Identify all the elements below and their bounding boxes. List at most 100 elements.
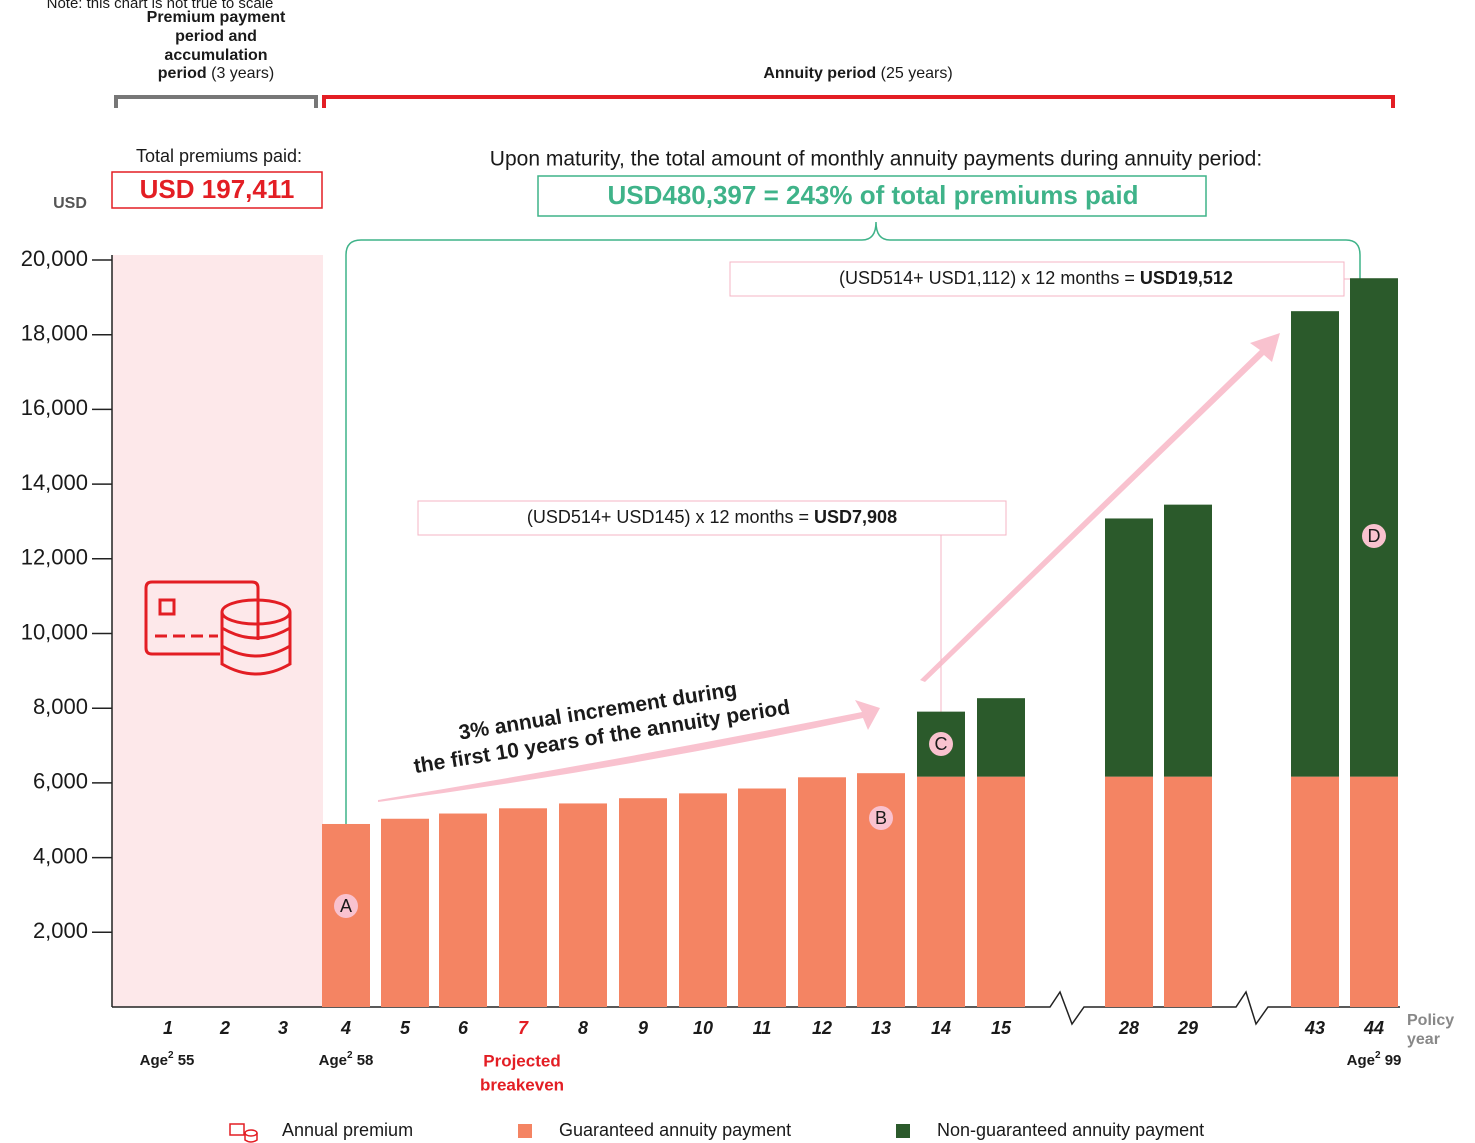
bracket — [322, 95, 1395, 108]
age-sup: 2 — [347, 1050, 353, 1061]
x-tick-label: 44 — [1363, 1018, 1384, 1038]
legend-swatch — [896, 1124, 910, 1138]
maturity-box — [537, 175, 1207, 217]
y-tick-label: 14,000 — [21, 470, 88, 495]
legend-label: Guaranteed annuity payment — [559, 1120, 791, 1140]
y-label: USD — [53, 195, 87, 212]
arrow — [920, 333, 1280, 682]
x-tick-label: 12 — [812, 1018, 832, 1038]
age-label: Age — [319, 1052, 347, 1069]
legend-swatch — [518, 1124, 532, 1138]
x-tick-label: 6 — [458, 1018, 469, 1038]
callout-box — [417, 500, 1007, 536]
callout: (USD514+ USD145) x 12 months = — [527, 507, 814, 527]
x-axis — [112, 990, 1400, 1026]
callout: USD19,512 — [1140, 268, 1233, 288]
x-tick-label: 1 — [163, 1018, 173, 1038]
bar — [917, 776, 965, 1007]
x-label: year — [1407, 1031, 1440, 1048]
x-tick-label: 5 — [400, 1018, 411, 1038]
age-sup: 2 — [1375, 1050, 1381, 1061]
marker — [1362, 524, 1386, 548]
callout: (USD514+ USD1,112) x 12 months = — [839, 268, 1140, 288]
marker — [929, 732, 953, 756]
age-label: 58 — [357, 1052, 374, 1069]
legend-label: Non-guaranteed annuity payment — [937, 1120, 1204, 1140]
callout-box — [729, 261, 1345, 297]
maturity-value: USD480,397 = 243% of total premiums paid — [607, 180, 1138, 210]
legend-label: Annual premium — [282, 1120, 413, 1140]
breakeven: breakeven — [480, 1075, 564, 1094]
x-tick-label: 29 — [1177, 1018, 1198, 1038]
x-tick-label: 8 — [578, 1018, 588, 1038]
y-tick-label: 12,000 — [21, 545, 88, 570]
marker — [334, 894, 358, 918]
marker-label: A — [340, 896, 352, 916]
period1: accumulation — [164, 47, 267, 64]
bar — [1164, 776, 1212, 1007]
age-label: Age2 99 — [1347, 1050, 1402, 1069]
x-tick-label: 4 — [340, 1018, 351, 1038]
bar — [559, 803, 607, 1007]
x-tick-label: 13 — [871, 1018, 891, 1038]
bar — [977, 776, 1025, 1007]
bar — [1350, 776, 1398, 1007]
bar — [1291, 776, 1339, 1007]
bar — [381, 818, 429, 1007]
age-label: 99 — [1385, 1052, 1402, 1069]
maturity-label: Upon maturity, the total amount of month… — [490, 148, 1262, 171]
x-tick-label: 43 — [1304, 1018, 1325, 1038]
period1: period — [158, 65, 207, 82]
marker-label: C — [935, 734, 948, 754]
brace — [345, 221, 1361, 905]
total-box — [111, 171, 323, 209]
period1: period (3 years) — [158, 65, 274, 82]
x-tick-label: 28 — [1118, 1018, 1139, 1038]
x-tick-label: 7 — [518, 1018, 529, 1038]
callout: (USD514+ USD145) x 12 months = USD7,908 — [527, 507, 897, 527]
bar — [977, 698, 1025, 777]
x-tick-label: 11 — [753, 1018, 772, 1038]
y-tick-label: 16,000 — [21, 395, 88, 420]
y-tick-label: 4,000 — [33, 843, 88, 868]
x-tick-label: 15 — [991, 1018, 1012, 1038]
y-tick-label: 18,000 — [21, 321, 88, 346]
x-tick-label: 3 — [278, 1018, 288, 1038]
period2: Annuity period (25 years) — [763, 65, 952, 82]
bracket — [114, 95, 318, 108]
arrow — [378, 700, 880, 802]
bar — [738, 788, 786, 1007]
age-label: 55 — [178, 1052, 195, 1069]
total-label: Total premiums paid: — [136, 146, 302, 166]
note: Note: this chart is not true to scale — [47, 0, 274, 12]
x-tick-label: 14 — [931, 1018, 951, 1038]
period2: Annuity period — [763, 65, 876, 82]
bar — [439, 813, 487, 1007]
period1: Premium payment — [147, 9, 286, 26]
legend-icon — [229, 1123, 258, 1143]
bar — [1105, 518, 1153, 777]
marker-label: B — [875, 808, 887, 828]
age-label: Age — [1347, 1052, 1375, 1069]
age-label: Age — [140, 1052, 168, 1069]
y-tick-label: 2,000 — [33, 918, 88, 943]
marker — [869, 806, 893, 830]
y-tick-label: 6,000 — [33, 769, 88, 794]
x-label: Policy — [1407, 1012, 1454, 1029]
total-value: USD 197,411 — [140, 174, 295, 204]
period2-years: (25 years) — [881, 65, 953, 82]
breakeven: Projected — [483, 1051, 560, 1070]
age-label: Age2 58 — [319, 1050, 374, 1069]
period1: period and — [175, 28, 257, 45]
y-tick-label: 20,000 — [21, 246, 88, 271]
callout: (USD514+ USD1,112) x 12 months = USD19,5… — [839, 268, 1233, 288]
bar — [798, 777, 846, 1007]
age-sup: 2 — [168, 1050, 174, 1061]
marker-label: D — [1368, 526, 1381, 546]
callout: USD7,908 — [814, 507, 897, 527]
x-tick-label: 9 — [638, 1018, 648, 1038]
bar — [679, 793, 727, 1007]
bar — [619, 798, 667, 1007]
x-tick-label: 10 — [693, 1018, 713, 1038]
